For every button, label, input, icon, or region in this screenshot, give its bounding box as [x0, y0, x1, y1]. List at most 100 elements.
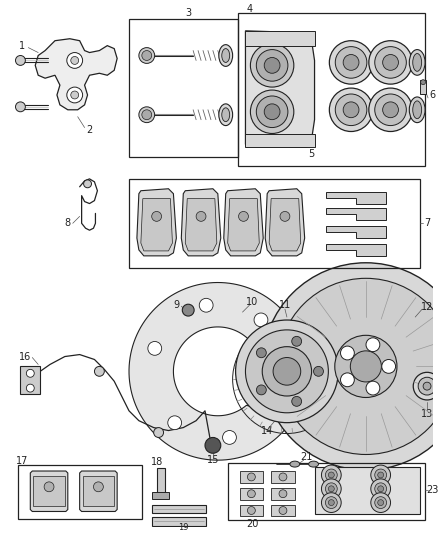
Polygon shape [181, 189, 221, 256]
Polygon shape [137, 189, 177, 256]
Circle shape [256, 96, 288, 127]
Ellipse shape [222, 108, 230, 122]
Polygon shape [326, 244, 385, 256]
Circle shape [343, 54, 359, 70]
Text: 1: 1 [19, 41, 25, 51]
Bar [157, 468, 165, 498]
Circle shape [247, 490, 255, 498]
Circle shape [369, 88, 412, 132]
Bar [240, 505, 263, 516]
Circle shape [375, 469, 387, 481]
Polygon shape [141, 199, 173, 251]
Text: 2: 2 [86, 125, 93, 134]
Text: 14: 14 [261, 425, 273, 435]
Circle shape [328, 499, 334, 506]
Circle shape [199, 298, 213, 312]
Polygon shape [326, 208, 385, 220]
Circle shape [371, 479, 391, 499]
Circle shape [251, 90, 294, 133]
Polygon shape [326, 192, 385, 204]
Circle shape [383, 54, 399, 70]
Circle shape [369, 41, 412, 84]
Text: 10: 10 [246, 297, 258, 307]
Circle shape [293, 387, 305, 399]
Bar [271, 471, 295, 483]
Circle shape [340, 373, 354, 387]
Circle shape [335, 94, 367, 126]
Text: 5: 5 [308, 149, 315, 159]
Circle shape [366, 381, 380, 395]
Circle shape [196, 212, 206, 221]
Circle shape [262, 346, 311, 396]
Text: 16: 16 [19, 352, 32, 361]
Text: 6: 6 [429, 90, 435, 100]
Text: 15: 15 [207, 455, 219, 465]
Circle shape [375, 483, 387, 495]
Polygon shape [269, 199, 301, 251]
Circle shape [423, 382, 431, 390]
Circle shape [321, 492, 341, 512]
Bar [237, 13, 425, 166]
Text: 7: 7 [424, 219, 430, 228]
Bar [228, 463, 425, 520]
Bar [152, 492, 170, 499]
Circle shape [182, 304, 194, 316]
Circle shape [168, 416, 182, 430]
Circle shape [264, 104, 280, 120]
Bar [152, 518, 206, 526]
Bar [240, 471, 263, 483]
Circle shape [139, 47, 155, 63]
Circle shape [247, 473, 255, 481]
Circle shape [293, 344, 305, 356]
Bar [83, 476, 114, 506]
Circle shape [223, 431, 237, 445]
Polygon shape [314, 467, 420, 514]
Text: 4: 4 [246, 4, 252, 14]
Circle shape [418, 377, 436, 395]
Circle shape [44, 482, 54, 492]
Bar [33, 476, 65, 506]
Circle shape [95, 366, 104, 376]
Circle shape [205, 438, 221, 453]
Circle shape [366, 338, 380, 352]
Circle shape [325, 497, 337, 508]
Polygon shape [228, 199, 259, 251]
Ellipse shape [309, 461, 318, 467]
Circle shape [375, 497, 387, 508]
Circle shape [329, 41, 373, 84]
Circle shape [328, 486, 334, 492]
Ellipse shape [290, 461, 300, 467]
Circle shape [256, 348, 266, 358]
Text: 18: 18 [151, 457, 163, 467]
Bar [129, 19, 237, 157]
Circle shape [67, 53, 83, 68]
Circle shape [325, 483, 337, 495]
Text: 11: 11 [279, 300, 291, 310]
Circle shape [279, 473, 287, 481]
Bar [420, 80, 426, 94]
Text: 21: 21 [300, 452, 313, 462]
Ellipse shape [409, 97, 425, 123]
Circle shape [413, 373, 438, 400]
Circle shape [383, 102, 399, 118]
Circle shape [279, 506, 287, 514]
Circle shape [142, 51, 152, 60]
Circle shape [278, 278, 438, 455]
Circle shape [236, 320, 338, 423]
Polygon shape [224, 189, 263, 256]
Circle shape [71, 56, 79, 64]
Ellipse shape [219, 104, 233, 126]
Circle shape [378, 499, 384, 506]
Circle shape [350, 351, 381, 382]
Circle shape [256, 385, 266, 395]
Circle shape [329, 88, 373, 132]
Bar [21, 366, 40, 394]
Bar [271, 488, 295, 499]
Circle shape [262, 263, 438, 470]
Circle shape [251, 44, 294, 87]
Text: 17: 17 [16, 456, 28, 466]
Circle shape [378, 486, 384, 492]
Circle shape [142, 110, 152, 120]
Ellipse shape [219, 45, 233, 67]
Circle shape [239, 212, 248, 221]
